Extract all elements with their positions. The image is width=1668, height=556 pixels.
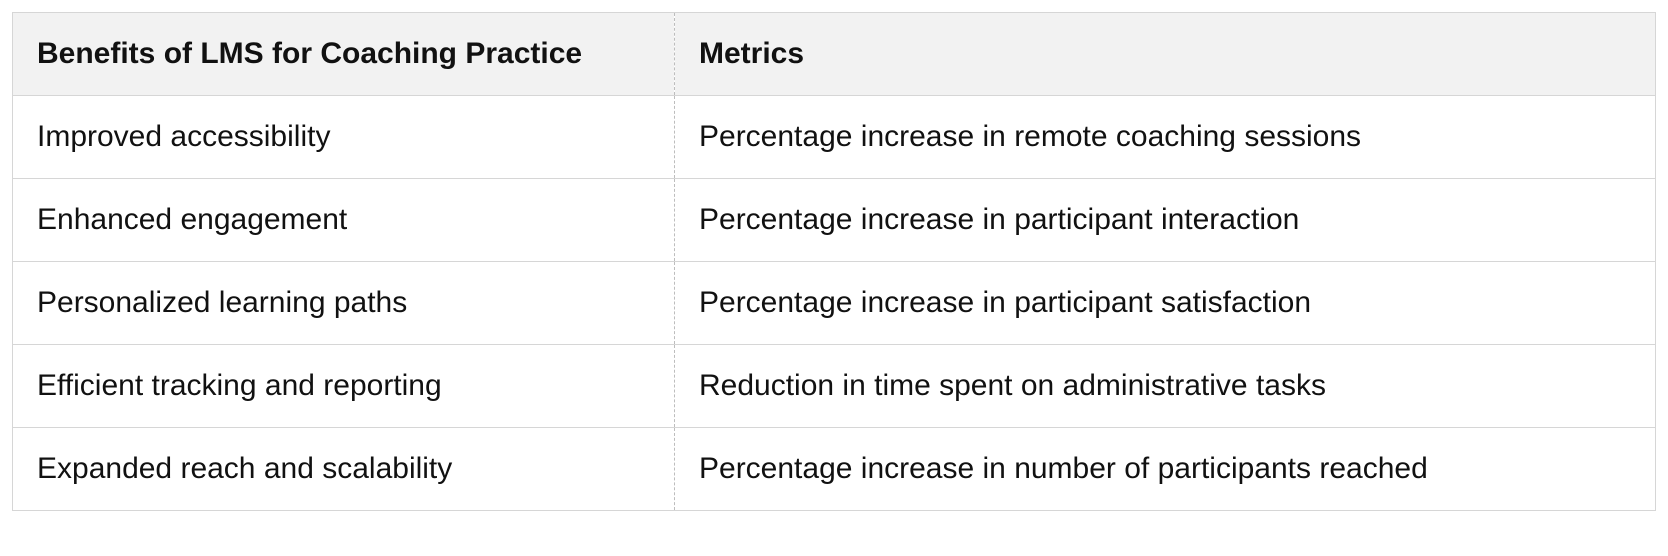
- benefit-cell: Expanded reach and scalability: [12, 427, 675, 511]
- header-metrics: Metrics: [674, 12, 1656, 96]
- header-row: Benefits of LMS for Coaching Practice Me…: [12, 12, 1656, 96]
- table-row: Expanded reach and scalability Percentag…: [12, 427, 1656, 511]
- table-row: Efficient tracking and reporting Reducti…: [12, 344, 1656, 428]
- benefit-cell: Efficient tracking and reporting: [12, 344, 675, 428]
- metric-cell: Percentage increase in participant inter…: [674, 178, 1656, 262]
- table-header: Benefits of LMS for Coaching Practice Me…: [12, 12, 1656, 96]
- metric-cell: Reduction in time spent on administrativ…: [674, 344, 1656, 428]
- benefit-cell: Personalized learning paths: [12, 261, 675, 345]
- benefit-cell: Improved accessibility: [12, 95, 675, 179]
- table-row: Personalized learning paths Percentage i…: [12, 261, 1656, 345]
- table-container: Benefits of LMS for Coaching Practice Me…: [12, 12, 1656, 511]
- metric-cell: Percentage increase in participant satis…: [674, 261, 1656, 345]
- table-row: Improved accessibility Percentage increa…: [12, 95, 1656, 179]
- table-row: Enhanced engagement Percentage increase …: [12, 178, 1656, 262]
- metric-cell: Percentage increase in number of partici…: [674, 427, 1656, 511]
- table-body: Improved accessibility Percentage increa…: [12, 95, 1656, 511]
- benefits-metrics-table: Benefits of LMS for Coaching Practice Me…: [12, 12, 1656, 511]
- benefit-cell: Enhanced engagement: [12, 178, 675, 262]
- metric-cell: Percentage increase in remote coaching s…: [674, 95, 1656, 179]
- header-benefits: Benefits of LMS for Coaching Practice: [12, 12, 675, 96]
